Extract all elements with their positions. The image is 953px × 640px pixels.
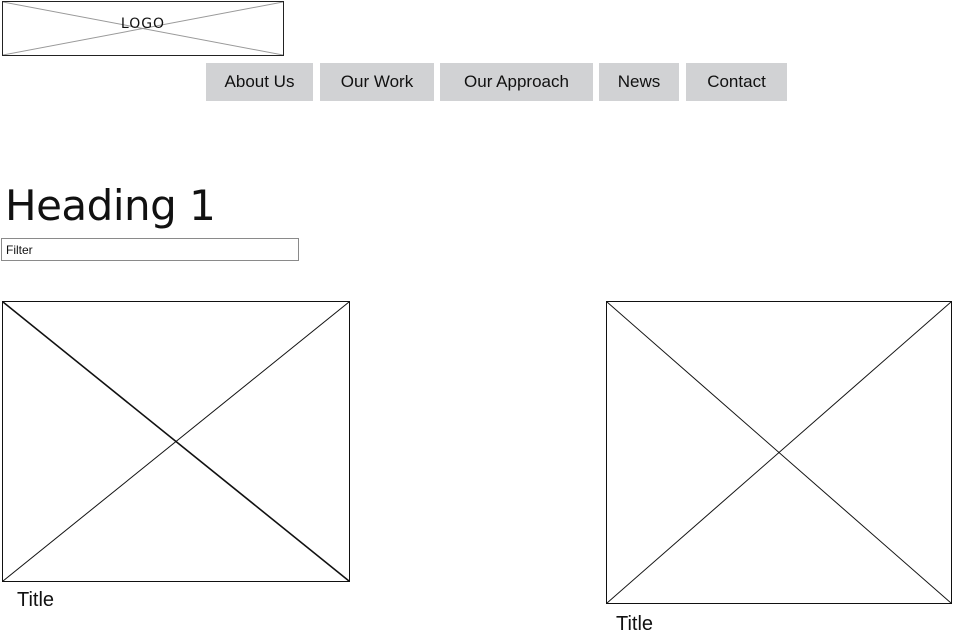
page-heading: Heading 1	[5, 181, 216, 230]
logo-placeholder-icon	[3, 2, 283, 55]
nav-item-news[interactable]: News	[599, 63, 679, 101]
placeholder-image-icon	[607, 302, 951, 603]
card-title[interactable]: Title	[17, 589, 55, 611]
card-image[interactable]	[2, 301, 350, 582]
logo-text: LOGO	[120, 16, 166, 32]
filter-input[interactable]	[1, 238, 299, 261]
card-image[interactable]	[606, 301, 952, 604]
placeholder-image-icon	[3, 302, 349, 581]
nav-item-about-us[interactable]: About Us	[206, 63, 313, 101]
card-title[interactable]: Title	[616, 613, 654, 635]
nav-item-our-approach[interactable]: Our Approach	[440, 63, 593, 101]
nav-item-contact[interactable]: Contact	[686, 63, 787, 101]
logo[interactable]: LOGO	[2, 1, 284, 56]
nav-item-our-work[interactable]: Our Work	[320, 63, 434, 101]
